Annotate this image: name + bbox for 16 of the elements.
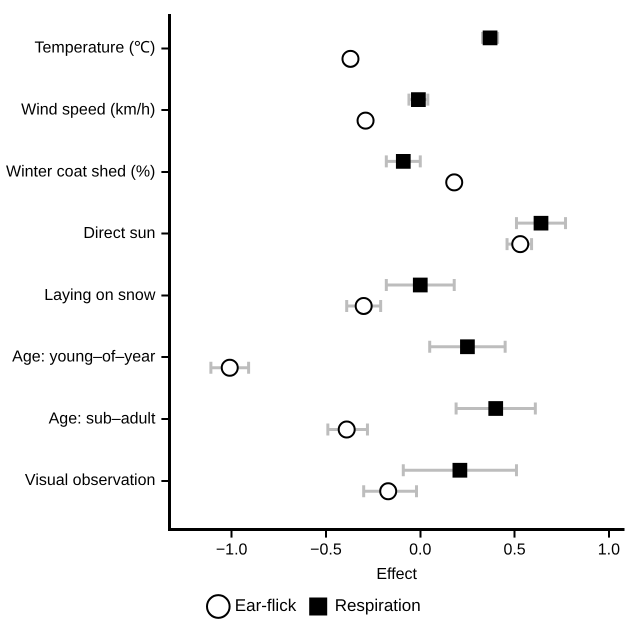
y-tick-label: Age: sub–adult bbox=[48, 410, 156, 428]
x-tick-label: 0.5 bbox=[503, 542, 526, 559]
y-tick-label: Direct sun bbox=[83, 225, 156, 242]
y-tick-label: Wind speed (km/h) bbox=[21, 102, 156, 119]
x-tick-label: −1.0 bbox=[216, 542, 248, 559]
x-tick-label: −0.5 bbox=[310, 542, 342, 559]
y-tick-label: Temperature (℃) bbox=[34, 40, 156, 57]
y-tick-label: Visual observation bbox=[24, 472, 156, 490]
x-tick-label: 1.0 bbox=[598, 542, 620, 559]
x-tick-label: 0.0 bbox=[409, 542, 432, 559]
x-axis-title: Effect bbox=[376, 566, 418, 583]
legend-label: Respiration bbox=[334, 596, 421, 616]
y-tick-label: Age: young–of–year bbox=[12, 348, 156, 366]
y-tick-label: Winter coat shed (%) bbox=[6, 163, 156, 180]
y-tick-label: Laying on snow bbox=[44, 286, 156, 304]
legend-label: Ear-flick bbox=[234, 596, 297, 616]
